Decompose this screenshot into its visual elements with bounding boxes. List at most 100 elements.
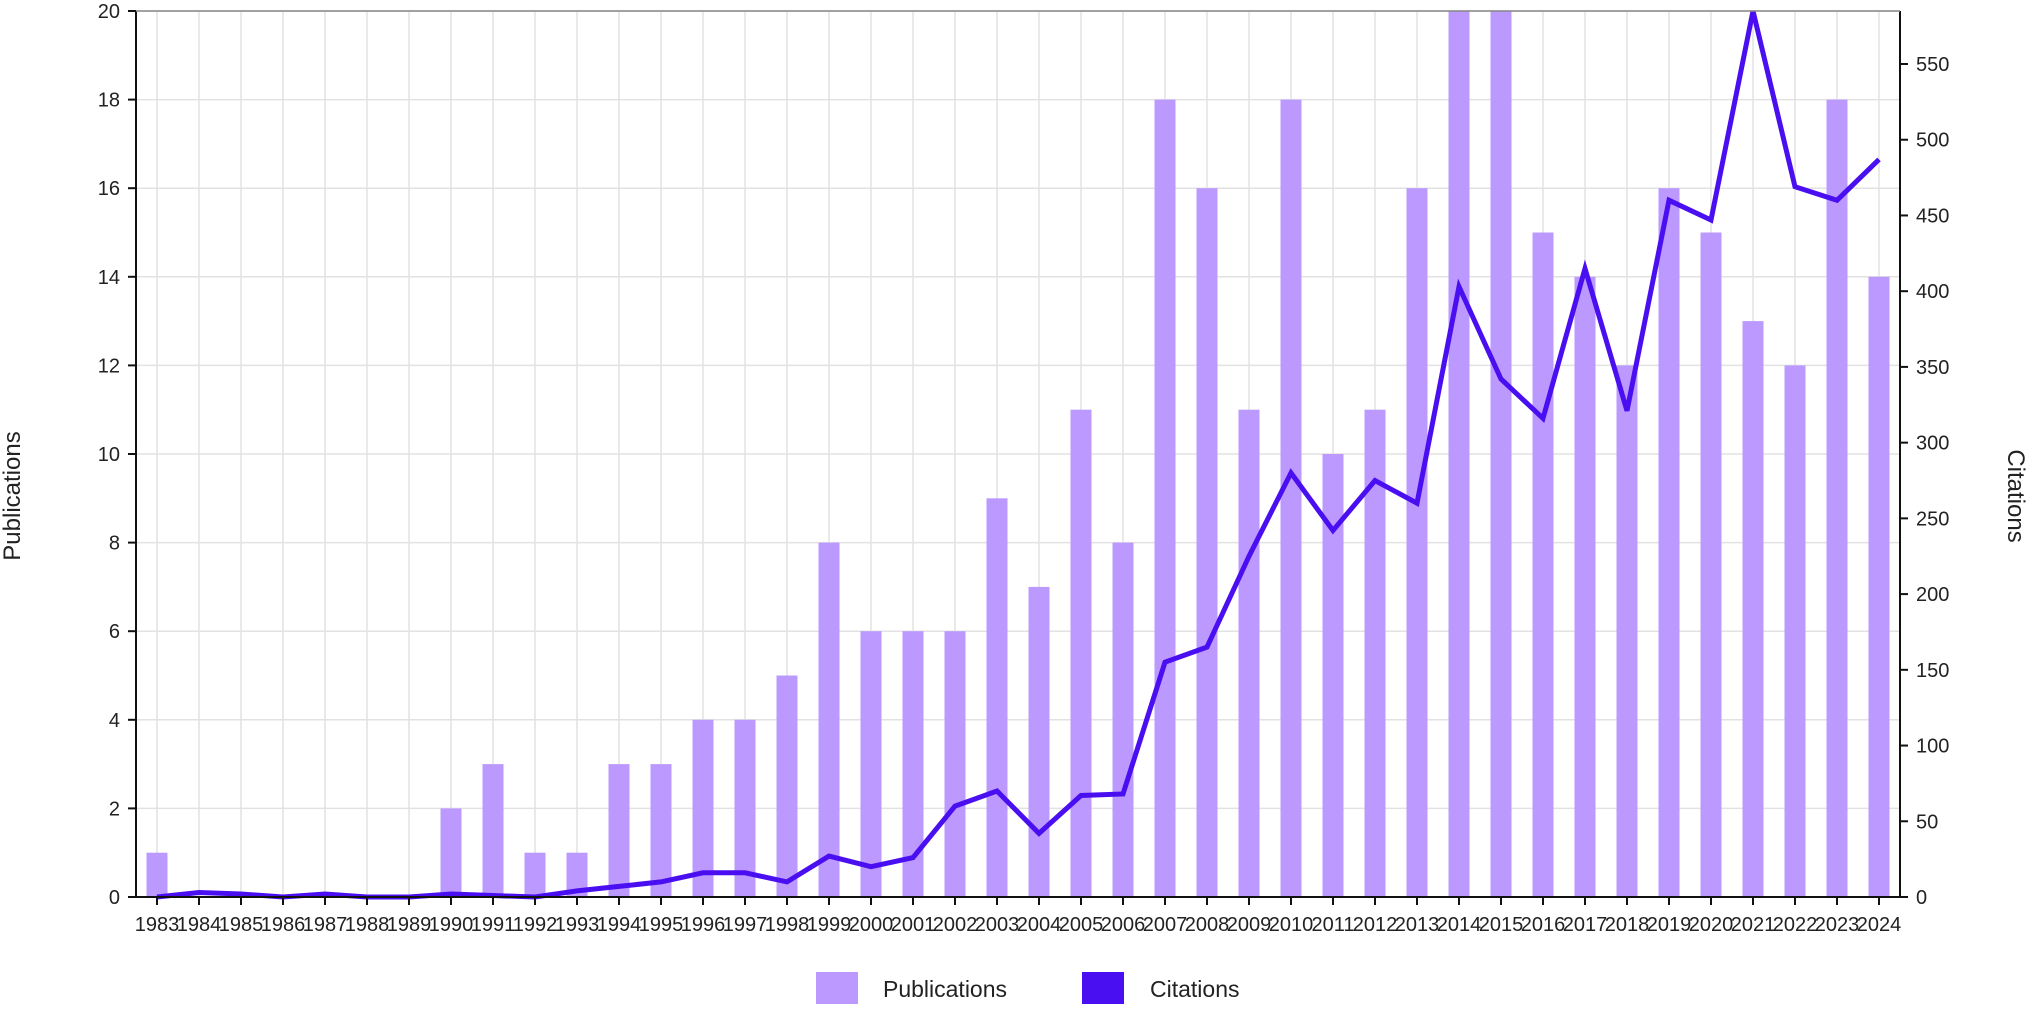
bar-1983 <box>146 852 168 897</box>
left-tick-label: 6 <box>109 621 120 643</box>
left-tick-label: 4 <box>109 710 120 732</box>
right-tick-label: 450 <box>1916 205 1949 227</box>
right-tick-label: 150 <box>1916 660 1949 682</box>
left-tick-label: 18 <box>98 90 120 112</box>
right-tick-label: 400 <box>1916 281 1949 303</box>
bar-1997 <box>734 719 756 897</box>
bar-2019 <box>1658 188 1680 897</box>
bar-2007 <box>1154 99 1176 898</box>
x-tick-label: 1986 <box>261 914 306 936</box>
x-tick-label: 2004 <box>1017 914 1062 936</box>
x-tick-label: 2019 <box>1647 914 1692 936</box>
x-tick-label: 1983 <box>135 914 180 936</box>
left-tick-label: 8 <box>109 533 120 555</box>
x-tick-label: 2011 <box>1311 914 1354 936</box>
left-tick-label: 10 <box>98 444 120 466</box>
x-tick-label: 2020 <box>1689 914 1734 936</box>
bar-2013 <box>1406 188 1428 897</box>
legend-label-citations: Citations <box>1150 976 1239 1002</box>
bar-1999 <box>818 542 840 897</box>
bar-2022 <box>1784 365 1806 897</box>
x-tick-label: 2016 <box>1521 914 1566 936</box>
legend-swatch-citations <box>1082 972 1124 1004</box>
left-axis-title: Publications <box>0 431 26 560</box>
bar-2021 <box>1742 321 1764 898</box>
citations-line <box>156 10 1881 900</box>
bar-2012 <box>1364 409 1386 897</box>
bar-2002 <box>944 631 966 897</box>
bar-2006 <box>1112 542 1134 897</box>
bar-1994 <box>608 764 630 897</box>
left-tick-label: 20 <box>98 1 120 23</box>
x-tick-label: 1987 <box>303 914 348 936</box>
bar-2015 <box>1490 11 1512 897</box>
right-tick-label: 300 <box>1916 433 1949 455</box>
x-tick-label: 2012 <box>1353 914 1398 936</box>
right-tick-label: 200 <box>1916 584 1949 606</box>
publications-bars <box>146 11 1890 898</box>
x-tick-label: 1996 <box>681 914 726 936</box>
bar-1993 <box>566 852 588 897</box>
left-tick-label: 16 <box>98 178 120 200</box>
x-tick-label: 1991 <box>471 914 516 936</box>
x-tick-label: 2017 <box>1563 914 1608 936</box>
right-tick-label: 500 <box>1916 130 1949 152</box>
bar-2005 <box>1070 409 1092 897</box>
right-tick-label: 50 <box>1916 811 1938 833</box>
right-tick-label: 0 <box>1916 887 1927 909</box>
legend-item-citations[interactable]: Citations <box>1082 972 1239 1004</box>
x-tick-label: 2006 <box>1101 914 1146 936</box>
bar-2023 <box>1826 99 1848 898</box>
x-tick-label: 2007 <box>1143 914 1188 936</box>
x-tick-label: 2010 <box>1269 914 1314 936</box>
x-tick-label: 1995 <box>639 914 684 936</box>
x-tick-label: 1992 <box>513 914 558 936</box>
bar-2009 <box>1238 409 1260 897</box>
bar-1998 <box>776 675 798 897</box>
bar-2017 <box>1574 276 1596 897</box>
x-tick-label: 1989 <box>387 914 432 936</box>
bar-2024 <box>1868 276 1890 897</box>
bar-1992 <box>524 852 546 897</box>
bar-1991 <box>482 764 504 897</box>
x-tick-label: 2003 <box>975 914 1020 936</box>
bar-2014 <box>1448 11 1470 897</box>
right-axis-title: Citations <box>2002 449 2029 542</box>
x-tick-label: 1990 <box>429 914 474 936</box>
x-tick-label: 1994 <box>597 914 642 936</box>
bar-2018 <box>1616 365 1638 897</box>
left-tick-label: 14 <box>98 267 120 289</box>
tick-labels: 0246810121416182005010015020025030035040… <box>98 1 1950 936</box>
left-tick-label: 12 <box>98 355 120 377</box>
x-tick-label: 1985 <box>219 914 264 936</box>
right-tick-label: 550 <box>1916 54 1949 76</box>
bar-2020 <box>1700 232 1722 897</box>
x-tick-label: 2014 <box>1437 914 1482 936</box>
legend-swatch-publications <box>816 972 858 1004</box>
x-tick-label: 1984 <box>177 914 222 936</box>
x-tick-label: 2021 <box>1731 914 1776 936</box>
x-tick-label: 2013 <box>1395 914 1440 936</box>
x-tick-label: 1999 <box>807 914 852 936</box>
x-tick-label: 2002 <box>933 914 978 936</box>
left-tick-label: 0 <box>109 887 120 909</box>
bar-2008 <box>1196 188 1218 897</box>
legend-item-publications[interactable]: Publications <box>816 972 1007 1004</box>
x-tick-label: 2001 <box>891 914 936 936</box>
bar-2016 <box>1532 232 1554 897</box>
bar-2001 <box>902 631 924 897</box>
x-tick-label: 2022 <box>1773 914 1818 936</box>
x-tick-label: 2023 <box>1815 914 1860 936</box>
right-tick-label: 100 <box>1916 736 1949 758</box>
x-tick-label: 1988 <box>345 914 390 936</box>
axes <box>128 10 1908 905</box>
x-tick-label: 2009 <box>1227 914 1272 936</box>
x-tick-label: 2005 <box>1059 914 1104 936</box>
bar-2004 <box>1028 586 1050 897</box>
bar-2003 <box>986 498 1008 897</box>
bar-1995 <box>650 764 672 897</box>
right-tick-label: 350 <box>1916 357 1949 379</box>
x-tick-label: 1993 <box>555 914 600 936</box>
